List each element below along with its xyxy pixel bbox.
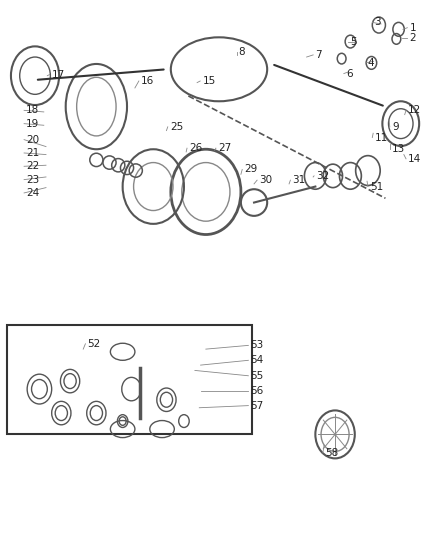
Text: 21: 21	[26, 148, 39, 158]
Text: 18: 18	[26, 106, 39, 115]
Text: 9: 9	[392, 122, 399, 132]
Text: 23: 23	[26, 175, 39, 184]
Text: 22: 22	[26, 161, 39, 171]
Text: 14: 14	[408, 154, 421, 164]
Text: 7: 7	[315, 50, 322, 60]
Text: 1: 1	[410, 23, 416, 33]
Text: 56: 56	[251, 386, 264, 395]
Text: 16: 16	[141, 76, 154, 86]
Text: 6: 6	[346, 69, 353, 78]
Text: 12: 12	[408, 106, 421, 115]
Text: 27: 27	[218, 143, 231, 153]
Text: 17: 17	[52, 70, 65, 79]
Text: 25: 25	[170, 122, 183, 132]
Text: 8: 8	[239, 47, 245, 57]
Text: 58: 58	[325, 448, 338, 458]
Text: 2: 2	[410, 34, 416, 43]
Text: 31: 31	[293, 175, 306, 185]
Text: 3: 3	[374, 18, 381, 27]
Text: 13: 13	[392, 144, 405, 154]
Text: 30: 30	[259, 175, 272, 185]
Text: 11: 11	[374, 133, 388, 142]
Text: 52: 52	[88, 339, 101, 349]
Bar	[7, 325, 252, 434]
Text: 24: 24	[26, 188, 39, 198]
Text: 29: 29	[244, 165, 258, 174]
Text: 15: 15	[202, 76, 215, 86]
Text: 4: 4	[368, 58, 374, 68]
Text: 19: 19	[26, 119, 39, 128]
Text: 20: 20	[26, 135, 39, 144]
Text: 53: 53	[251, 341, 264, 350]
Text: 54: 54	[251, 356, 264, 365]
Text: 55: 55	[251, 371, 264, 381]
Text: 32: 32	[316, 171, 329, 181]
Text: 51: 51	[370, 182, 383, 191]
Text: 57: 57	[251, 401, 264, 410]
Text: 26: 26	[189, 143, 202, 153]
Text: 5: 5	[350, 37, 357, 46]
